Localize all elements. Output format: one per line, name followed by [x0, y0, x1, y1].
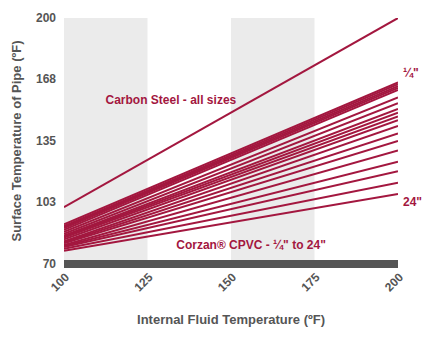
svg-text:200: 200: [36, 11, 56, 25]
svg-text:150: 150: [215, 270, 239, 294]
svg-text:103: 103: [36, 195, 56, 209]
svg-text:125: 125: [132, 270, 156, 294]
svg-text:Corzan® CPVC - ¼" to 24": Corzan® CPVC - ¼" to 24": [176, 238, 326, 252]
svg-text:168: 168: [36, 72, 56, 86]
svg-text:100: 100: [48, 270, 72, 294]
svg-text:Carbon Steel - all sizes: Carbon Steel - all sizes: [106, 93, 237, 107]
svg-text:24": 24": [403, 195, 422, 209]
svg-text:¼": ¼": [403, 66, 419, 80]
svg-text:70: 70: [43, 257, 57, 271]
svg-text:Surface Temperature of Pipe (º: Surface Temperature of Pipe (ºF): [9, 41, 24, 242]
svg-text:135: 135: [36, 134, 56, 148]
svg-text:175: 175: [299, 270, 323, 294]
svg-text:200: 200: [382, 270, 406, 294]
svg-text:Internal Fluid Temperature (ºF: Internal Fluid Temperature (ºF): [137, 312, 325, 327]
